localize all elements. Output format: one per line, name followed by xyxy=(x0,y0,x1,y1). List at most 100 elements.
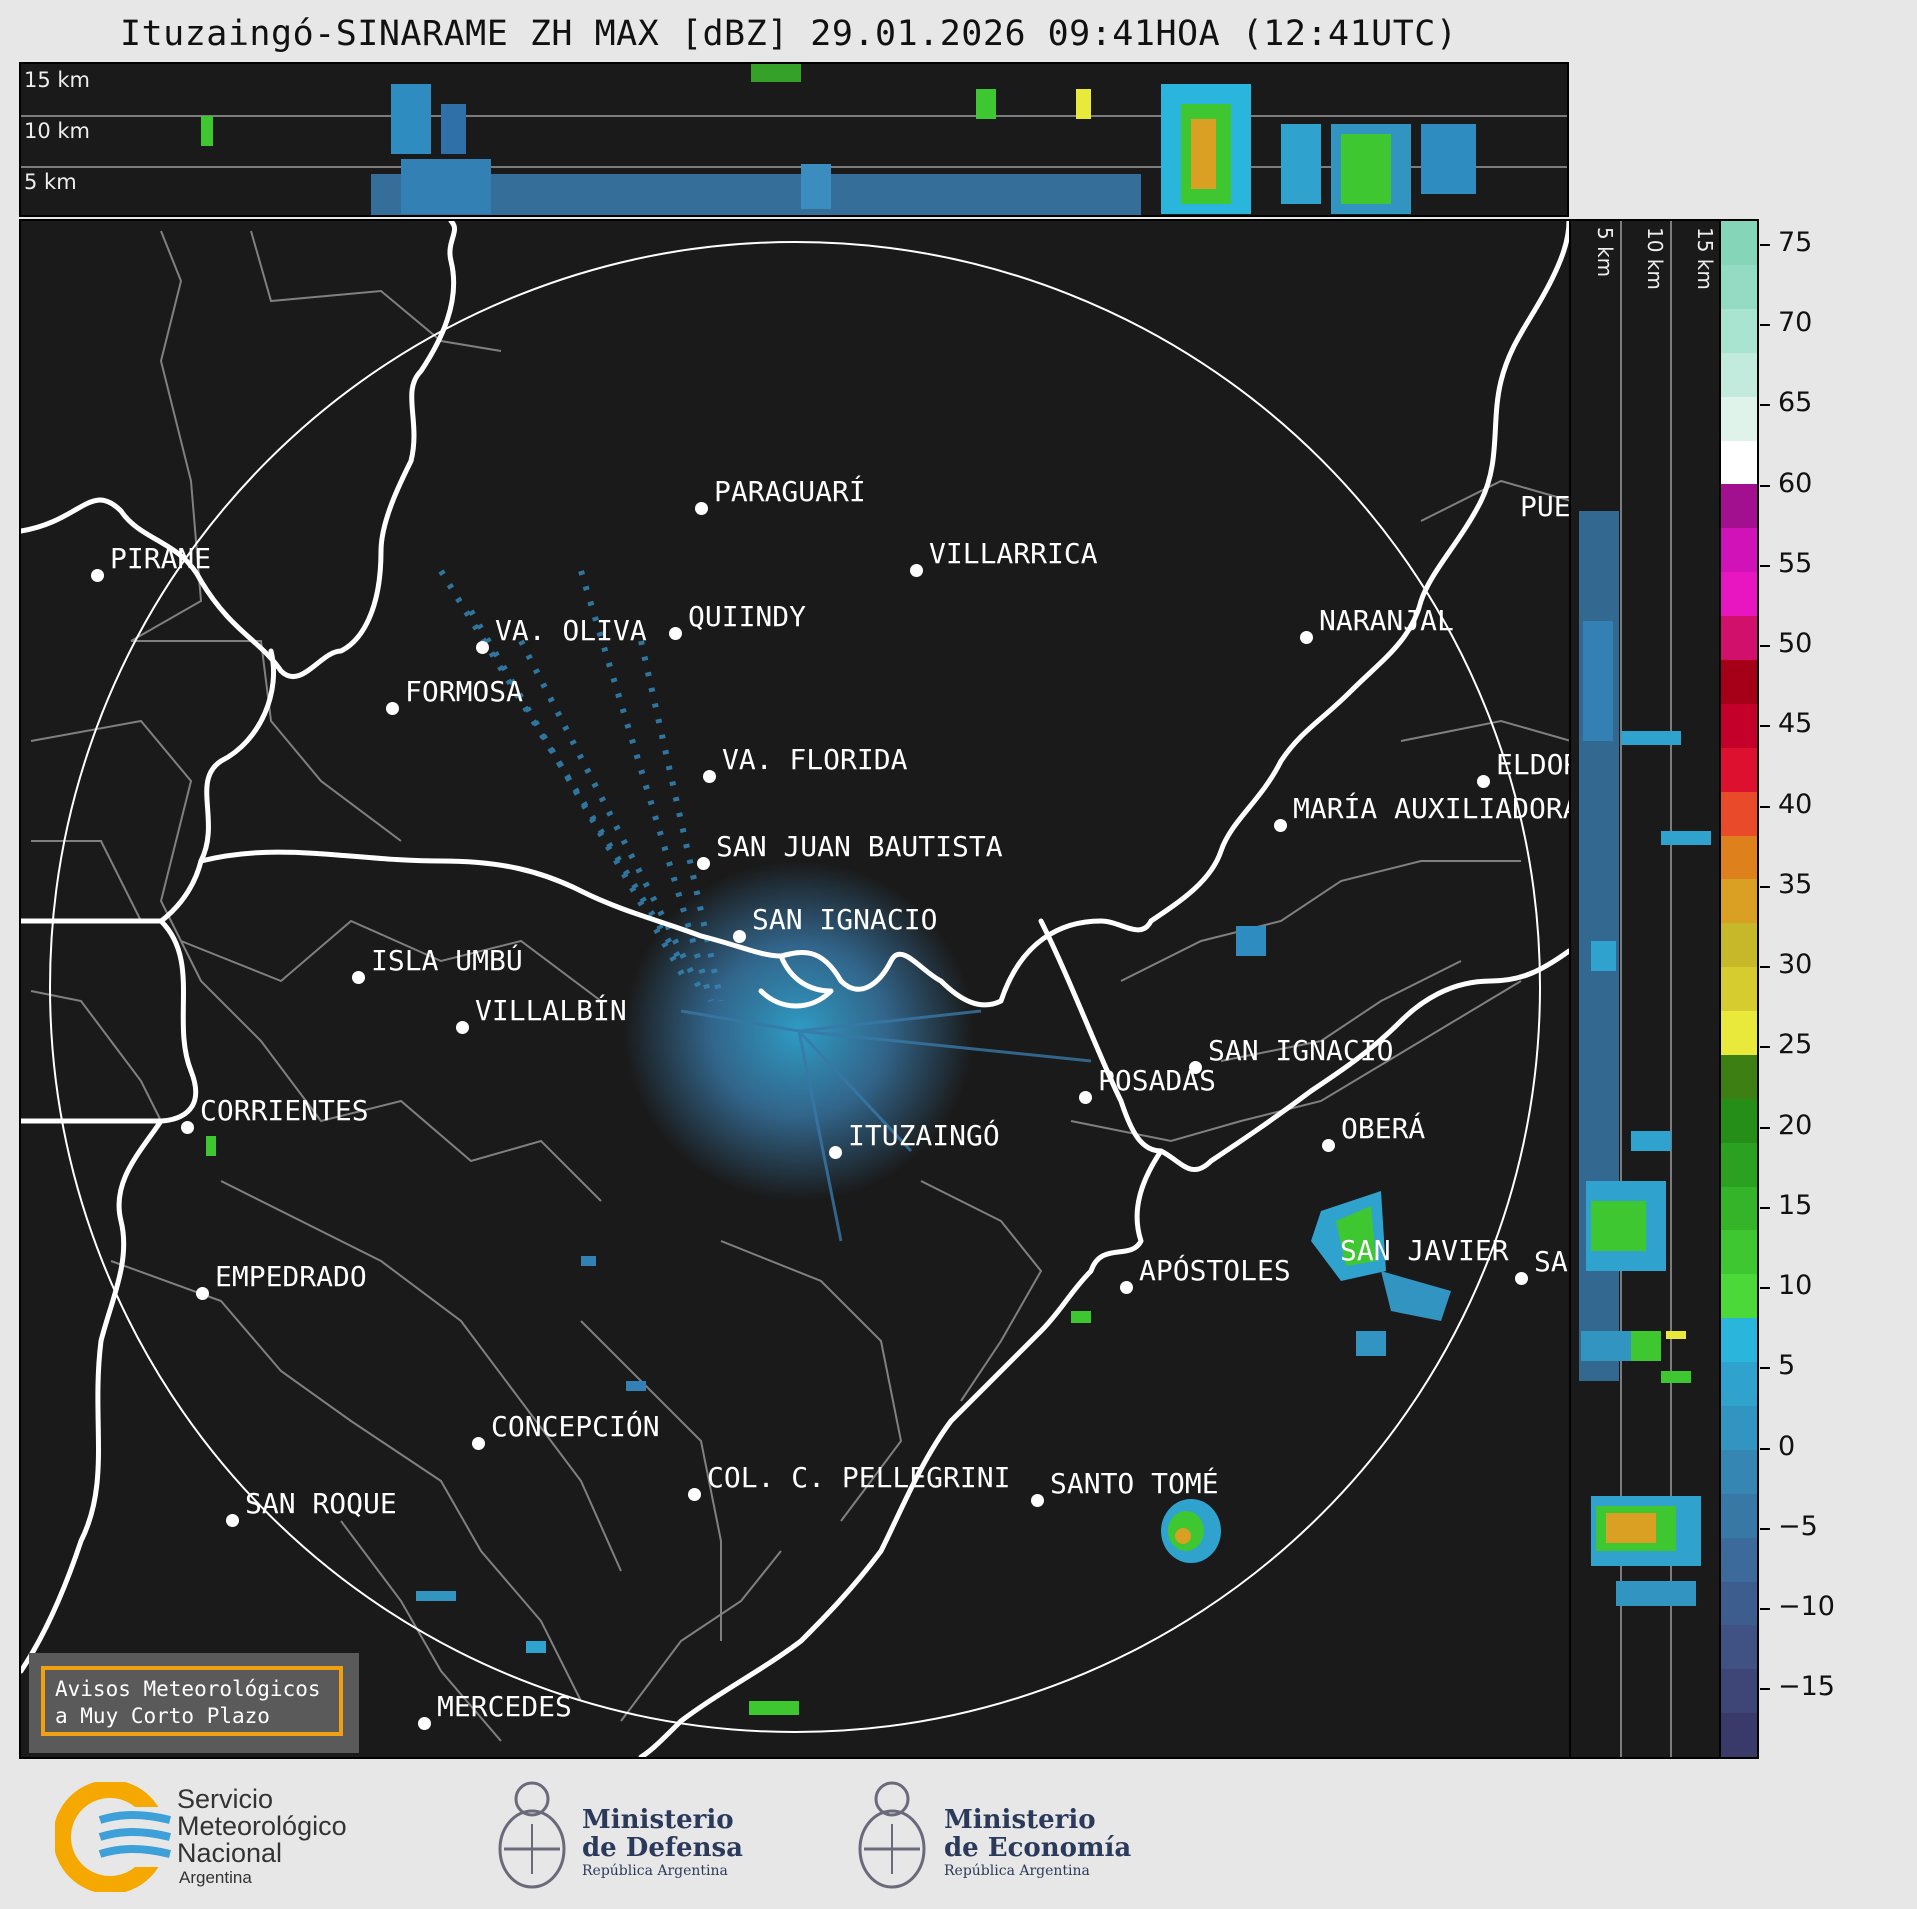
colorbar-segment xyxy=(1721,1318,1757,1363)
cb-label-55: 55 xyxy=(1778,548,1813,579)
alt-label-15km: 15 km xyxy=(24,68,91,92)
city-concepcion: CONCEPCIÓN xyxy=(472,1410,660,1450)
city-empedrado: EMPEDRADO xyxy=(196,1260,367,1300)
colorbar-segment xyxy=(1721,791,1757,836)
colorbar-segment xyxy=(1721,615,1757,660)
colorbar-segment xyxy=(1721,308,1757,353)
colorbar-segment xyxy=(1721,1449,1757,1494)
alt-label-side-15km: 15 km xyxy=(1693,227,1717,290)
city-pirane: PIRANE xyxy=(91,542,211,582)
warning-link[interactable]: Avisos Meteorológicos a Muy Corto Plazo xyxy=(41,1666,343,1736)
colorbar-segment xyxy=(1721,879,1757,924)
cb-label-25: 25 xyxy=(1778,1029,1813,1060)
map-title: Ituzaingó-SINARAME ZH MAX [dBZ] 29.01.20… xyxy=(120,14,1458,54)
colorbar-segment xyxy=(1721,923,1757,968)
economia-logo-text: Ministerio de Economía República Argenti… xyxy=(944,1805,1132,1879)
warning-line-1: Avisos Meteorológicos xyxy=(55,1677,321,1701)
top-cross-section-panel: 15 km 10 km 5 km xyxy=(19,62,1569,217)
colorbar-segment xyxy=(1721,440,1757,485)
city-obera: OBERÁ xyxy=(1322,1112,1425,1152)
cb-label-minus15: −15 xyxy=(1778,1671,1835,1702)
city-ituzaingo: ITUZAINGÓ xyxy=(829,1119,1000,1159)
colorbar-segment xyxy=(1721,484,1757,529)
cb-label-40: 40 xyxy=(1778,789,1813,820)
city-naranjal: NARANJAL xyxy=(1300,604,1454,644)
cb-label-60: 60 xyxy=(1778,468,1813,499)
cb-label-65: 65 xyxy=(1778,387,1813,418)
smn-logo-text: Servicio Meteorológico Nacional Argentin… xyxy=(177,1784,347,1888)
city-isla-umbu: ISLA UMBÚ xyxy=(352,944,523,984)
cb-label-15: 15 xyxy=(1778,1190,1813,1221)
cb-label-75: 75 xyxy=(1778,227,1813,258)
cb-label-minus10: −10 xyxy=(1778,1591,1835,1622)
defensa-logo-text: Ministerio de Defensa República Argentin… xyxy=(582,1805,743,1879)
city-paraguari: PARAGUARÍ xyxy=(695,475,866,515)
city-maria-auxiliadora: MARÍA AUXILIADORA xyxy=(1274,792,1569,832)
cb-label-35: 35 xyxy=(1778,869,1813,900)
colorbar-segment xyxy=(1721,396,1757,441)
cb-label-20: 20 xyxy=(1778,1110,1813,1141)
city-formosa: FORMOSA xyxy=(386,675,523,715)
city-san-roque: SAN ROQUE xyxy=(226,1487,397,1527)
colorbar-segment xyxy=(1721,1274,1757,1319)
colorbar-segment xyxy=(1721,264,1757,309)
colorbar-segment xyxy=(1721,703,1757,748)
colorbar-labels: 75 70 65 60 55 50 45 40 35 30 25 20 15 1… xyxy=(1760,219,1880,1759)
colorbar-segment xyxy=(1721,572,1757,617)
city-villarrica: VILLARRICA xyxy=(910,537,1098,577)
colorbar-segment xyxy=(1721,221,1757,265)
colorbar-segment xyxy=(1721,352,1757,397)
city-apostoles: APÓSTOLES xyxy=(1120,1254,1291,1294)
colorbar-segment xyxy=(1721,1713,1757,1757)
city-san-juan-bautista: SAN JUAN BAUTISTA xyxy=(697,830,1003,870)
city-puerto: PUERTO xyxy=(1520,490,1571,523)
cb-label-45: 45 xyxy=(1778,708,1813,739)
colorbar-segment xyxy=(1721,1142,1757,1187)
defensa-coat-of-arms-icon xyxy=(498,1781,566,1889)
cb-label-70: 70 xyxy=(1778,307,1813,338)
colorbar-segment xyxy=(1721,967,1757,1012)
cb-label-minus5: −5 xyxy=(1778,1511,1818,1542)
dbz-colorbar xyxy=(1719,219,1759,1759)
city-villalbin: VILLALBÍN xyxy=(456,994,627,1034)
city-san: SAN xyxy=(1515,1245,1569,1285)
colorbar-segment xyxy=(1721,1581,1757,1626)
map-geography xyxy=(21,221,1569,1757)
colorbar-segment xyxy=(1721,1493,1757,1538)
alt-label-side-5km: 5 km xyxy=(1593,227,1617,278)
cb-label-5: 5 xyxy=(1778,1350,1796,1381)
colorbar-segment xyxy=(1721,1230,1757,1275)
city-eldorado: ELDORADO xyxy=(1477,748,1569,788)
warning-panel: Avisos Meteorológicos a Muy Corto Plazo xyxy=(29,1653,359,1753)
colorbar-segment xyxy=(1721,1054,1757,1099)
colorbar-segment xyxy=(1721,1186,1757,1231)
colorbar-segment xyxy=(1721,1098,1757,1143)
city-san-ignacio-ar: SAN IGNACIO xyxy=(1189,1034,1393,1074)
cb-label-0: 0 xyxy=(1778,1431,1796,1462)
city-va-florida: VA. FLORIDA xyxy=(703,743,907,783)
city-posadas: POSADAS xyxy=(1079,1064,1216,1104)
colorbar-segment xyxy=(1721,659,1757,704)
colorbar-segment xyxy=(1721,1625,1757,1670)
colorbar-segment xyxy=(1721,1362,1757,1407)
cb-label-10: 10 xyxy=(1778,1270,1813,1301)
cb-label-30: 30 xyxy=(1778,949,1813,980)
colorbar-segment xyxy=(1721,1405,1757,1450)
side-cross-section-echoes xyxy=(1579,221,1711,1757)
colorbar-segment xyxy=(1721,528,1757,573)
economia-coat-of-arms-icon xyxy=(858,1781,926,1889)
city-san-ignacio-py: SAN IGNACIO xyxy=(733,903,937,943)
alt-label-10km: 10 km xyxy=(24,119,91,143)
side-cross-section-panel: 5 km 10 km 15 km xyxy=(1569,219,1721,1759)
warning-line-2: a Muy Corto Plazo xyxy=(55,1704,270,1728)
footer-logos: Servicio Meteorológico Nacional Argentin… xyxy=(0,1762,1917,1909)
cb-label-50: 50 xyxy=(1778,628,1813,659)
city-col-c-pellegrini: COL. C. PELLEGRINI xyxy=(688,1461,1010,1501)
alt-label-side-10km: 10 km xyxy=(1643,227,1667,290)
colorbar-segment xyxy=(1721,835,1757,880)
colorbar-segment xyxy=(1721,747,1757,792)
top-cross-section-echoes xyxy=(21,64,1567,215)
city-quiindy: QUIINDY xyxy=(669,600,806,640)
colorbar-segment xyxy=(1721,1010,1757,1055)
radar-map: PIRANE PARAGUARÍ VILLARRICA QUIINDY VA. … xyxy=(19,219,1571,1759)
